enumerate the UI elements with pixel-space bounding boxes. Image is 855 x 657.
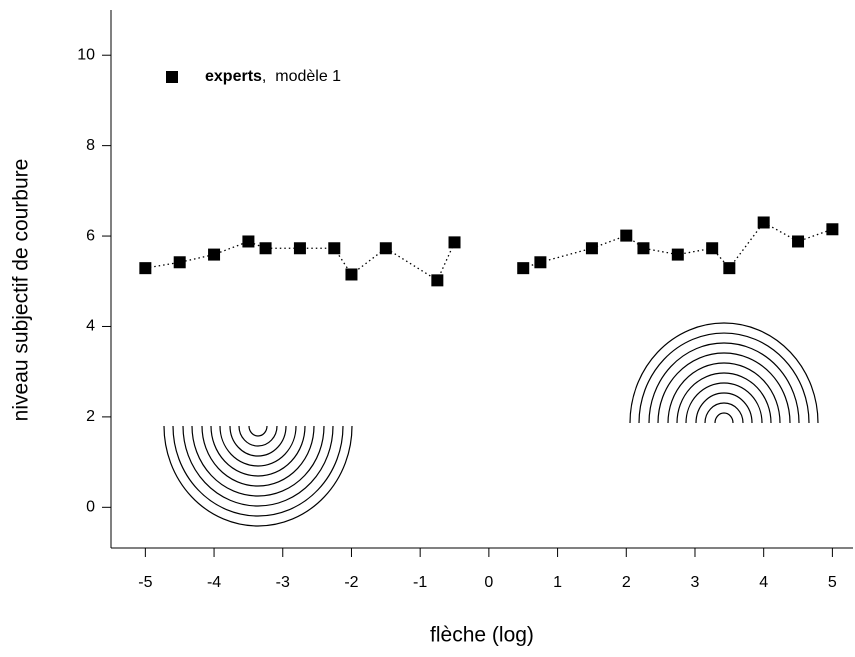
- point: [792, 235, 805, 248]
- point: [826, 223, 839, 236]
- line: [145, 240, 456, 282]
- x-tick-label: 5: [828, 574, 837, 591]
- legend-name: experts: [205, 68, 262, 85]
- point: [431, 274, 444, 287]
- line: [523, 221, 833, 270]
- point: [637, 242, 650, 255]
- y-tick-label: 0: [86, 499, 95, 516]
- x-tick-label: -1: [413, 574, 427, 591]
- point: [534, 256, 547, 269]
- semicircles-down: [163, 425, 353, 527]
- x-tick-label: 4: [759, 574, 768, 591]
- point: [723, 262, 736, 275]
- semicircles-up: [629, 322, 819, 424]
- point: [139, 262, 152, 275]
- x-axis-title: flèche (log): [430, 624, 534, 647]
- point: [620, 229, 633, 242]
- y-axis-title: niveau subjectif de courbure: [10, 159, 33, 422]
- point: [379, 242, 392, 255]
- x-tick-label: -5: [138, 574, 152, 591]
- x-tick-label: 1: [553, 574, 562, 591]
- y-tick-label: 10: [77, 46, 95, 63]
- x-tick-label: -4: [207, 574, 221, 591]
- x-tick-label: 2: [622, 574, 631, 591]
- point: [293, 242, 306, 255]
- x-tick-label: -3: [276, 574, 290, 591]
- point: [259, 242, 272, 255]
- legend-suffix: , modèle 1: [262, 68, 341, 85]
- point: [328, 242, 341, 255]
- point: [448, 236, 461, 249]
- legend-marker: [166, 71, 178, 83]
- point: [585, 242, 598, 255]
- point: [242, 235, 255, 248]
- y-tick-label: 8: [86, 137, 95, 154]
- y-tick-label: 6: [86, 227, 95, 244]
- point: [706, 242, 719, 255]
- point: [208, 248, 221, 261]
- point: [517, 262, 530, 275]
- point: [671, 248, 684, 261]
- point: [345, 268, 358, 281]
- x-tick-label: 0: [484, 574, 493, 591]
- x-tick-label: -2: [344, 574, 358, 591]
- y-tick-label: 4: [86, 318, 95, 335]
- x-tick-label: 3: [691, 574, 700, 591]
- y-tick-label: 2: [86, 408, 95, 425]
- point: [173, 256, 186, 269]
- legend-entry: experts, modèle 1: [205, 68, 341, 85]
- point: [757, 216, 770, 229]
